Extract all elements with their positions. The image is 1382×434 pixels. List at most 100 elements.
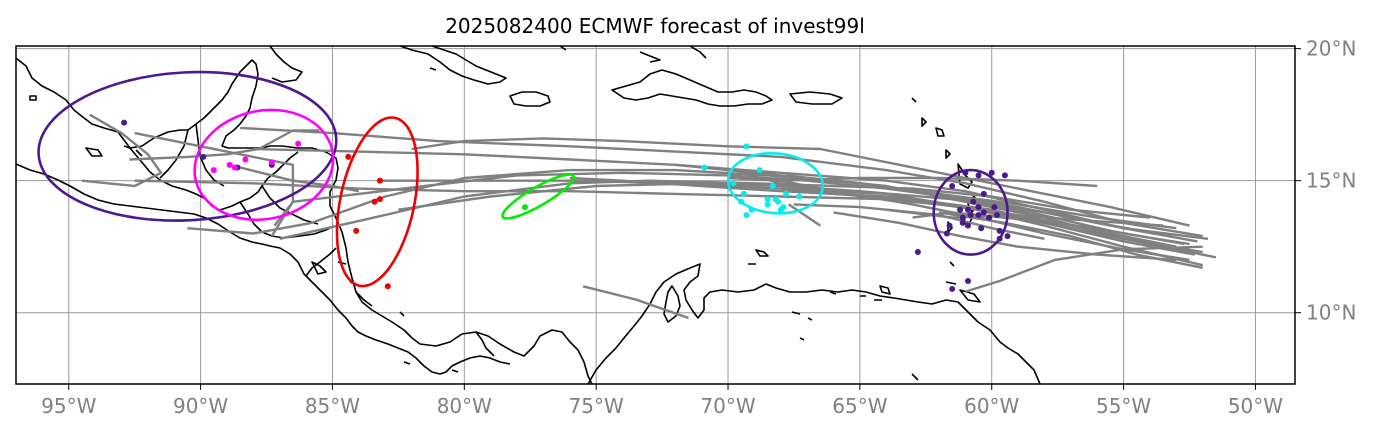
ensemble-track: [886, 208, 1164, 227]
lon-tick-label: 50°W: [1228, 394, 1283, 418]
position-point: [295, 140, 302, 147]
position-point: [967, 212, 974, 218]
position-point: [975, 212, 982, 218]
ensemble-track: [582, 285, 689, 320]
cluster-ellipse: [932, 168, 1009, 256]
lon-tick-label: 80°W: [437, 394, 492, 418]
position-point: [964, 222, 971, 229]
position-point: [964, 278, 971, 285]
position-point: [946, 222, 953, 229]
lat-tick-label: 10°N: [1306, 301, 1356, 325]
border-nicaragua-costa-rica: [305, 247, 373, 307]
position-point: [521, 204, 528, 211]
position-point: [345, 153, 352, 160]
cluster-ellipse: [726, 152, 825, 215]
ensemble-track: [727, 176, 1098, 188]
lon-tick-label: 70°W: [700, 394, 755, 418]
position-point: [964, 206, 971, 213]
coastline-cuba: [269, 46, 507, 85]
axis-tick-labels: 95°W 90°W 85°W 80°W 75°W 70°W 65°W 60°W 55°W 50°W…: [41, 37, 1356, 418]
coastline-puerto-rico: [789, 91, 843, 105]
position-point: [783, 190, 790, 197]
position-point: [978, 225, 985, 232]
position-point: [975, 172, 982, 179]
position-point: [796, 193, 803, 200]
position-point: [986, 214, 993, 221]
position-point: [200, 153, 207, 160]
position-point: [996, 227, 1003, 234]
position-point: [743, 143, 750, 150]
position-point: [959, 219, 966, 226]
position-point: [996, 235, 1003, 242]
position-point: [226, 161, 233, 168]
coastline-south-america: [587, 263, 1041, 384]
position-point: [980, 190, 987, 197]
cluster-ellipse: [501, 173, 576, 220]
coastline-pacific-side: [16, 163, 511, 375]
lon-tick-label: 90°W: [173, 394, 228, 418]
position-point: [121, 119, 128, 126]
position-point: [231, 164, 238, 171]
position-point: [764, 201, 771, 208]
position-clusters: [37, 70, 1011, 292]
position-point: [740, 190, 747, 197]
position-point: [764, 196, 771, 203]
cluster-ellipse: [193, 108, 335, 222]
ensemble-track: [398, 182, 1185, 246]
position-point: [914, 248, 921, 255]
chart-title: 2025082400 ECMWF forecast of invest99l: [445, 14, 865, 38]
coastline-maracaibo: [663, 285, 681, 323]
lon-tick-label: 75°W: [569, 394, 624, 418]
lon-tick-label: 60°W: [964, 394, 1019, 418]
lat-tick-label: 20°N: [1306, 37, 1356, 61]
position-point: [242, 156, 249, 163]
position-point: [949, 285, 956, 292]
position-point: [980, 209, 987, 216]
ensemble-track: [239, 166, 360, 193]
position-point: [959, 214, 966, 221]
position-point: [210, 167, 217, 174]
ensemble-track: [833, 211, 1177, 262]
position-point: [743, 212, 750, 218]
coastline-central-america: [16, 57, 593, 384]
coastline-aruba-curacao: [748, 249, 805, 341]
position-point: [1001, 172, 1008, 179]
ensemble-track: [81, 113, 163, 188]
position-point: [949, 182, 956, 189]
position-point: [775, 198, 782, 205]
lon-tick-label: 85°W: [305, 394, 360, 418]
coastlines: [16, 46, 1041, 384]
position-point: [991, 204, 998, 211]
position-point: [962, 169, 969, 176]
position-point: [943, 230, 950, 237]
coastline-jamaica: [509, 91, 551, 107]
ensemble-tracks: [81, 113, 1217, 320]
position-point: [756, 167, 763, 174]
position-point: [384, 283, 391, 290]
position-point: [738, 198, 745, 205]
position-point: [970, 198, 977, 205]
coastline-lesser-antilles: [791, 97, 981, 381]
gridlines: [16, 46, 1295, 384]
lon-tick-label: 65°W: [832, 394, 887, 418]
border-belize: [159, 123, 225, 187]
border-panama: [475, 331, 495, 357]
ensemble-track: [411, 137, 1190, 227]
ensemble-track: [240, 126, 1203, 238]
ensemble-track: [965, 245, 1203, 293]
lon-tick-label: 55°W: [1096, 394, 1151, 418]
coastline-hispaniola: [611, 69, 773, 107]
position-point: [975, 204, 982, 211]
position-point: [994, 212, 1001, 218]
position-point: [371, 198, 378, 205]
lon-tick-label: 95°W: [41, 394, 96, 418]
ensemble-track: [129, 129, 320, 161]
position-point: [268, 159, 275, 166]
position-point: [730, 180, 737, 187]
cluster-ellipse: [335, 116, 419, 288]
position-point: [780, 204, 787, 211]
lat-tick-label: 15°N: [1306, 169, 1356, 193]
position-point: [748, 206, 755, 213]
position-point: [988, 169, 995, 176]
ensemble-track: [788, 203, 821, 227]
